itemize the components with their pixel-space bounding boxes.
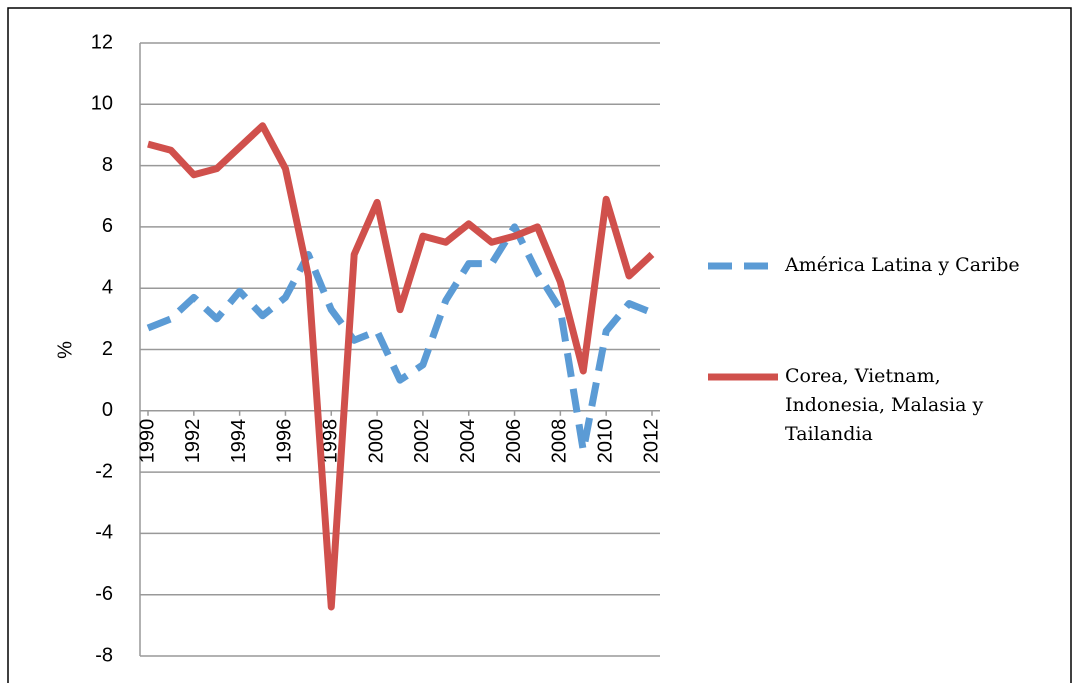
legend-label: América Latina y Caribe — [785, 254, 1020, 276]
y-tick-label: -6 — [95, 583, 113, 605]
x-tick-label: 2004 — [457, 419, 479, 464]
x-tick-label: 2000 — [365, 419, 387, 464]
x-tick-label: 1998 — [320, 419, 342, 464]
y-tick-label: 8 — [102, 154, 113, 176]
series-line — [147, 122, 655, 611]
x-tick-label: 1992 — [182, 419, 204, 464]
y-tick-label: 12 — [91, 31, 113, 53]
x-tick-label: 2006 — [503, 419, 525, 464]
legend-label: Corea, Vietnam, Indonesia, Malasia y Tai… — [785, 365, 984, 445]
series-line — [146, 223, 654, 455]
y-tick-label: -2 — [95, 460, 113, 482]
x-tick-label: 1990 — [136, 419, 158, 464]
y-tick-label: 4 — [102, 276, 113, 298]
y-tick-label: 2 — [102, 338, 113, 360]
x-tick-label: 2008 — [549, 419, 571, 464]
x-tick-label: 1994 — [228, 419, 250, 464]
x-tick-label: 2002 — [411, 419, 433, 464]
y-axis-label: % — [54, 341, 76, 359]
y-tick-label: -4 — [95, 522, 113, 544]
frame — [7, 7, 1072, 683]
x-tick-label: 1996 — [274, 419, 296, 464]
y-tick-label: 6 — [102, 215, 113, 237]
y-tick-label: 10 — [91, 93, 113, 115]
y-tick-label: 0 — [102, 399, 113, 421]
y-tick-label: -8 — [95, 644, 113, 666]
x-tick-label: 2012 — [640, 419, 662, 464]
x-tick-label: 2010 — [594, 419, 616, 464]
